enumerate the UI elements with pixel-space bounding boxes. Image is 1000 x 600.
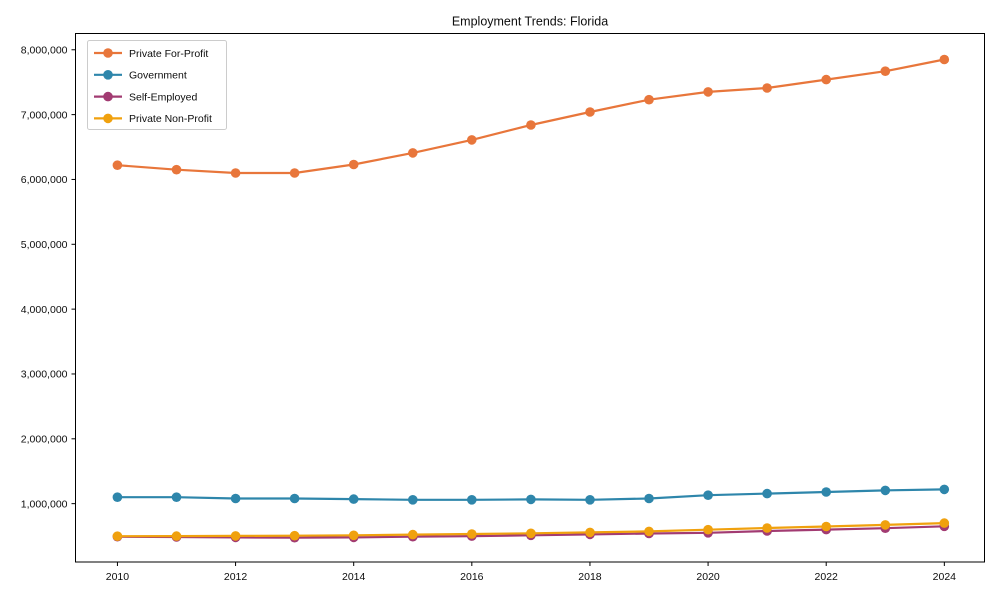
series-marker-government: [408, 495, 418, 505]
series-marker-government: [939, 484, 950, 495]
legend-label: Private For-Profit: [129, 48, 208, 60]
series-marker-private-non-profit: [408, 529, 418, 540]
series-marker-private-non-profit: [289, 530, 300, 541]
series-line-private-for-profit: [117, 58, 945, 175]
y-tick-label: 7,000,000: [21, 109, 68, 121]
series-marker-private-for-profit: [703, 87, 713, 97]
series-layer: [112, 54, 950, 543]
legend-label: Private Non-Profit: [129, 113, 212, 125]
series-marker-private-non-profit: [230, 531, 241, 541]
series-marker-private-non-profit: [112, 531, 123, 541]
series-marker-government: [762, 488, 772, 499]
series-marker-government: [585, 495, 595, 505]
series-government: [112, 484, 950, 505]
series-marker-government: [289, 493, 300, 504]
legend-marker-icon: [103, 91, 113, 102]
series-marker-private-for-profit: [526, 120, 536, 130]
x-tick-label: 2018: [578, 571, 602, 583]
series-marker-government: [644, 493, 654, 504]
x-tick-label: 2012: [224, 571, 248, 583]
series-marker-private-for-profit: [348, 159, 359, 170]
y-tick-label: 1,000,000: [21, 498, 68, 510]
series-marker-private-for-profit: [644, 94, 654, 105]
legend-entry-self-employed: Self-Employed: [94, 91, 197, 103]
y-tick-label: 6,000,000: [21, 174, 68, 186]
y-tick-label: 4,000,000: [21, 304, 68, 316]
x-tick-label: 2010: [106, 571, 130, 583]
series-marker-private-for-profit: [762, 83, 772, 93]
series-marker-private-for-profit: [171, 164, 182, 175]
series-marker-private-for-profit: [821, 74, 831, 85]
series-marker-private-for-profit: [467, 135, 477, 145]
y-tick-label: 8,000,000: [21, 44, 68, 56]
y-tick-label: 2,000,000: [21, 434, 68, 446]
legend-entry-private-for-profit: Private For-Profit: [94, 48, 208, 60]
legend-marker-icon: [103, 48, 113, 58]
x-tick-label: 2016: [460, 571, 484, 583]
series-marker-private-non-profit: [939, 518, 950, 528]
series-marker-government: [171, 492, 182, 503]
series-marker-government: [112, 492, 123, 503]
series-marker-government: [230, 493, 241, 504]
axes-layer: 1,000,000 2,000,000 3,000,000 4,000,000 5,00…: [21, 44, 956, 583]
legend-entry-government: Government: [94, 70, 187, 82]
series-marker-government: [703, 490, 713, 501]
legend-entry-private-non-profit: Private Non-Profit: [94, 113, 212, 125]
x-tick-label: 2022: [815, 571, 839, 583]
series-marker-private-non-profit: [585, 527, 595, 538]
series-marker-private-non-profit: [526, 528, 536, 539]
chart-title: Employment Trends: Florida: [452, 15, 608, 29]
plot-frame: [75, 33, 985, 563]
legend-marker-icon: [103, 70, 113, 80]
series-marker-private-non-profit: [644, 526, 654, 537]
series-marker-private-for-profit: [880, 66, 891, 76]
series-marker-private-non-profit: [821, 521, 831, 532]
series-marker-private-for-profit: [289, 168, 300, 178]
series-marker-private-for-profit: [230, 168, 241, 178]
series-marker-private-for-profit: [585, 107, 595, 117]
x-tick-label: 2020: [696, 571, 720, 583]
legend-label: Self-Employed: [129, 91, 197, 103]
series-marker-government: [348, 494, 359, 504]
series-marker-private-non-profit: [762, 523, 772, 533]
x-tick-label: 2014: [342, 571, 366, 583]
series-marker-private-non-profit: [171, 531, 182, 541]
y-tick-label: 5,000,000: [21, 239, 68, 251]
series-marker-private-for-profit: [112, 160, 123, 170]
series-marker-private-non-profit: [348, 530, 359, 541]
legend: Private For-Profit Government Self-Employe…: [87, 40, 227, 130]
series-private-for-profit: [112, 54, 950, 178]
series-marker-private-non-profit: [703, 524, 713, 535]
y-tick-label: 3,000,000: [21, 369, 68, 381]
series-marker-private-non-profit: [467, 529, 477, 539]
series-marker-government: [880, 485, 891, 496]
legend-marker-icon: [103, 113, 113, 124]
series-marker-government: [526, 494, 536, 505]
x-tick-label: 2024: [933, 571, 957, 583]
series-marker-private-non-profit: [880, 520, 891, 530]
series-private-non-profit: [112, 518, 950, 541]
series-marker-government: [821, 487, 831, 497]
legend-label: Government: [129, 70, 187, 82]
series-marker-private-for-profit: [408, 148, 418, 158]
series-marker-private-for-profit: [939, 54, 950, 65]
series-marker-government: [467, 495, 477, 505]
legend-box: [87, 40, 227, 130]
